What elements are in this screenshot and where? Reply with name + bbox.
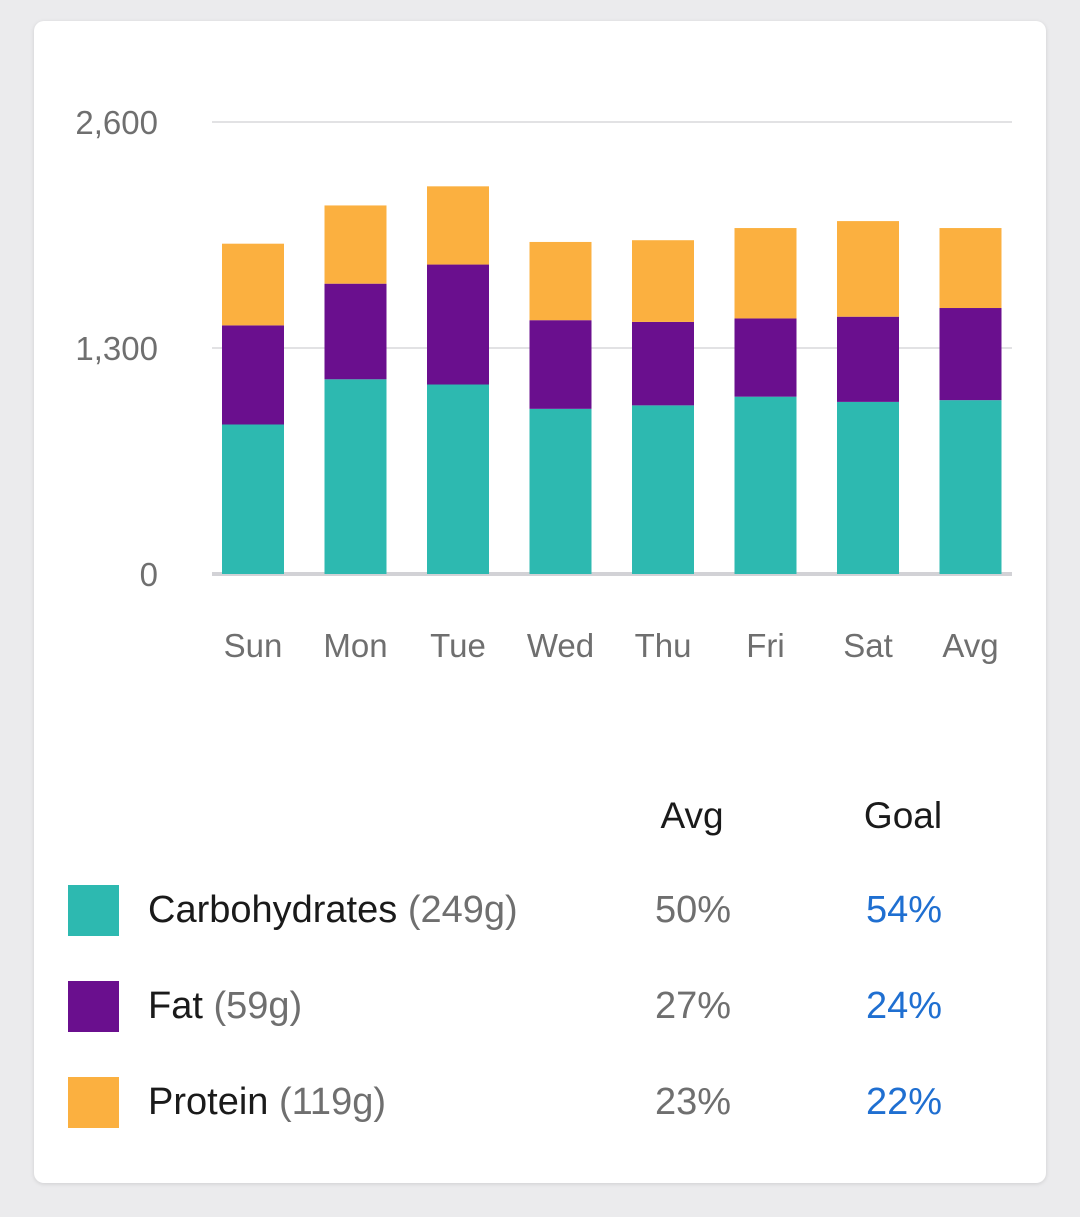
legend-row-protein[interactable]: Protein (119g) 23% 22% xyxy=(68,1077,988,1129)
macros-bar-chart: 0 1,300 2,600 Sun Mon Tue Wed Thu Fri Sat Avg xyxy=(75,104,1012,664)
fat-label: Fat (59g) xyxy=(148,985,302,1028)
bar-sun-protein xyxy=(222,243,284,326)
bar-mon-carbohydrates xyxy=(324,379,387,574)
bar-sat-protein xyxy=(837,221,899,317)
legend-row-fat[interactable]: Fat (59g) 27% 24% xyxy=(68,981,988,1033)
bar-avg-protein xyxy=(939,228,1002,309)
bar-sun-carbohydrates xyxy=(222,424,284,574)
bar-fri-carbohydrates xyxy=(734,396,797,574)
carbohydrates-goal[interactable]: 54% xyxy=(865,889,943,931)
bar-wed-carbohydrates xyxy=(529,408,592,574)
bar-sun-fat xyxy=(222,325,284,425)
bar-thu-fat xyxy=(632,321,694,406)
x-tick-label-thu: Thu xyxy=(635,627,692,664)
bar-wed-protein xyxy=(529,241,592,321)
fat-goal[interactable]: 24% xyxy=(865,985,943,1027)
x-tick-label-sat: Sat xyxy=(843,627,893,664)
label-layer: 0 1,300 2,600 Sun Mon Tue Wed Thu Fri Sat Avg xyxy=(75,104,998,664)
avg-column-header: Avg xyxy=(660,795,724,836)
bar-tue-protein xyxy=(427,186,489,265)
fat-swatch xyxy=(68,981,119,1032)
bar-fri-protein xyxy=(734,228,797,319)
x-tick-label-mon: Mon xyxy=(323,627,387,664)
y-tick-label-0: 0 xyxy=(140,556,158,593)
bar-wed-fat xyxy=(529,320,592,409)
fat-name: Fat xyxy=(148,985,203,1027)
bar-thu-carbohydrates xyxy=(632,405,694,574)
x-tick-label-sun: Sun xyxy=(224,627,283,664)
bar-tue-fat xyxy=(427,264,489,385)
bar-avg-carbohydrates xyxy=(939,400,1002,574)
protein-name: Protein xyxy=(148,1081,269,1123)
x-tick-label-fri: Fri xyxy=(746,627,784,664)
y-tick-label-1300: 1,300 xyxy=(75,330,158,367)
bar-fri-fat xyxy=(734,318,797,397)
protein-swatch xyxy=(68,1077,119,1128)
bar-mon-protein xyxy=(324,205,387,284)
fat-grams: (59g) xyxy=(213,985,303,1027)
x-tick-label-tue: Tue xyxy=(430,627,486,664)
bar-thu-protein xyxy=(632,240,694,322)
bar-layer xyxy=(222,186,1002,574)
goal-column-header: Goal xyxy=(863,795,943,836)
carbohydrates-swatch xyxy=(68,885,119,936)
bar-sat-fat xyxy=(837,316,899,402)
carbohydrates-avg: 50% xyxy=(654,889,732,931)
protein-goal[interactable]: 22% xyxy=(865,1081,943,1123)
carbohydrates-grams: (249g) xyxy=(407,889,518,931)
macros-card xyxy=(34,21,1046,1183)
bar-avg-fat xyxy=(939,308,1002,401)
legend-row-carbohydrates[interactable]: Carbohydrates (249g) 50% 54% xyxy=(68,885,988,937)
x-tick-label-avg: Avg xyxy=(942,627,998,664)
bar-tue-carbohydrates xyxy=(427,384,489,574)
carbohydrates-name: Carbohydrates xyxy=(148,889,398,931)
fat-avg: 27% xyxy=(654,985,732,1027)
y-tick-label-2600: 2,600 xyxy=(75,104,158,141)
protein-label: Protein (119g) xyxy=(148,1081,386,1124)
carbohydrates-label: Carbohydrates (249g) xyxy=(148,889,518,932)
protein-grams: (119g) xyxy=(278,1081,386,1123)
x-tick-label-wed: Wed xyxy=(527,627,594,664)
protein-avg: 23% xyxy=(654,1081,732,1123)
bar-mon-fat xyxy=(324,283,387,380)
bar-sat-carbohydrates xyxy=(837,401,899,574)
